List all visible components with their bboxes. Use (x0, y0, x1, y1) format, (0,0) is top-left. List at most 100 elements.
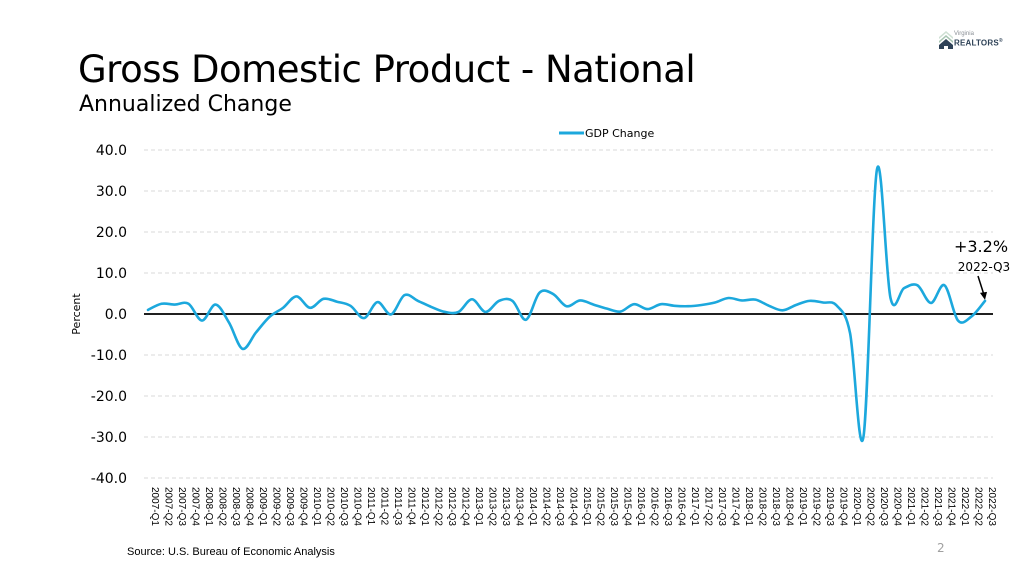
x-tick-label: 2009-Q4 (298, 487, 309, 526)
x-tick-label: 2011-Q4 (406, 487, 417, 526)
data-point-2009-Q4 (295, 295, 298, 298)
x-tick-label: 2015-Q3 (608, 487, 619, 526)
y-axis-label: Percent (70, 293, 83, 335)
x-tick-label: 2017-Q2 (703, 487, 714, 526)
data-point-2014-Q2 (538, 291, 541, 294)
x-tick-label: 2020-Q3 (878, 487, 889, 526)
logo-line2: REALTORS® (954, 38, 1003, 48)
data-point-2009-Q3 (282, 307, 285, 310)
x-tick-label: 2013-Q3 (500, 487, 511, 526)
x-tick-label: 2016-Q4 (676, 487, 687, 526)
data-point-2015-Q2 (592, 303, 595, 306)
data-point-2020-Q2 (862, 435, 865, 438)
data-point-2017-Q4 (727, 297, 730, 300)
data-point-2020-Q1 (849, 332, 852, 335)
x-tick-label: 2009-Q1 (257, 487, 268, 526)
source-note: Source: U.S. Bureau of Economic Analysis (127, 546, 335, 558)
x-tick-label: 2011-Q1 (365, 487, 376, 526)
data-point-2022-Q3 (984, 300, 987, 303)
x-tick-label: 2008-Q2 (217, 487, 228, 526)
x-tick-label: 2010-Q4 (352, 487, 363, 526)
annotation-period: 2022-Q3 (958, 260, 1010, 274)
x-tick-label: 2019-Q2 (811, 487, 822, 526)
data-point-2010-Q4 (349, 305, 352, 308)
data-point-2018-Q2 (754, 298, 757, 301)
data-point-2013-Q3 (498, 300, 501, 303)
data-point-2012-Q2 (430, 306, 433, 309)
y-tick-label: -20.0 (91, 389, 127, 405)
x-tick-label: 2011-Q2 (379, 487, 390, 526)
data-point-2009-Q2 (268, 316, 271, 319)
x-tick-label: 2007-Q4 (190, 487, 201, 526)
data-point-2014-Q4 (565, 305, 568, 308)
x-tick-label: 2018-Q2 (757, 487, 768, 526)
x-tick-label: 2012-Q1 (419, 487, 430, 526)
x-tick-label: 2020-Q1 (851, 487, 862, 526)
x-tick-label: 2013-Q2 (487, 487, 498, 526)
x-tick-label: 2021-Q4 (946, 487, 957, 526)
x-tick-label: 2016-Q3 (662, 487, 673, 526)
series-line-gdp-change (146, 165, 987, 442)
x-tick-label: 2020-Q4 (892, 487, 903, 526)
y-tick-label: 20.0 (96, 225, 127, 241)
legend: GDP Change (559, 127, 654, 140)
x-tick-label: 2018-Q4 (784, 487, 795, 526)
data-point-2007-Q2 (160, 302, 163, 305)
data-point-2014-Q1 (525, 318, 528, 321)
x-tick-label: 2016-Q2 (649, 487, 660, 526)
x-tick-label: 2008-Q1 (203, 487, 214, 526)
data-point-2009-Q1 (255, 331, 258, 334)
x-tick-label: 2017-Q1 (689, 487, 700, 526)
annotation-arrow (977, 275, 985, 296)
x-tick-label: 2019-Q4 (838, 487, 849, 526)
data-point-2021-Q2 (916, 284, 919, 287)
x-tick-label: 2014-Q4 (568, 487, 579, 526)
data-point-2016-Q1 (633, 303, 636, 306)
data-point-2008-Q3 (228, 321, 231, 324)
house-stack-icon (939, 31, 953, 49)
data-point-2012-Q1 (417, 300, 420, 303)
data-point-2021-Q1 (903, 287, 906, 290)
x-tick-label: 2014-Q2 (541, 487, 552, 526)
data-point-2010-Q2 (322, 298, 325, 301)
x-tick-label: 2013-Q4 (514, 487, 525, 526)
x-tick-label: 2022-Q3 (986, 487, 997, 526)
x-tick-label: 2010-Q1 (311, 487, 322, 526)
x-tick-label: 2013-Q1 (473, 487, 484, 526)
x-tick-label: 2020-Q2 (865, 487, 876, 526)
x-tick-label: 2016-Q1 (635, 487, 646, 526)
data-point-2022-Q2 (970, 315, 973, 318)
data-point-2011-Q4 (403, 294, 406, 297)
data-point-2020-Q3 (876, 168, 879, 171)
x-tick-label: 2007-Q1 (149, 487, 160, 526)
x-tick-label: 2015-Q4 (622, 487, 633, 526)
x-tick-label: 2018-Q3 (770, 487, 781, 526)
data-point-2011-Q3 (390, 313, 393, 316)
data-point-2007-Q4 (187, 302, 190, 305)
y-axis-ticks: 40.0 30.0 20.0 10.0 0.0 -10.0 -20.0 -30.0 -40.0 (91, 143, 127, 487)
x-tick-label: 2022-Q1 (959, 487, 970, 526)
y-tick-label: 30.0 (96, 184, 127, 200)
x-tick-label: 2009-Q2 (271, 487, 282, 526)
data-point-2022-Q1 (957, 319, 960, 322)
data-point-2015-Q4 (619, 310, 622, 313)
slide-subtitle: Annualized Change (79, 92, 292, 117)
data-point-2015-Q1 (579, 299, 582, 302)
data-point-2013-Q4 (511, 300, 514, 303)
x-tick-label: 2010-Q3 (338, 487, 349, 526)
x-tick-label: 2007-Q2 (163, 487, 174, 526)
x-tick-label: 2015-Q2 (595, 487, 606, 526)
y-tick-label: 0.0 (105, 307, 127, 323)
data-point-2010-Q3 (336, 300, 339, 303)
x-axis-ticks: 2007-Q1 2007-Q2 2007-Q3 2007-Q4 2008-Q1 2008-… (149, 487, 997, 526)
data-point-2017-Q1 (687, 305, 690, 308)
data-point-2018-Q4 (781, 309, 784, 312)
y-tick-label: -10.0 (91, 348, 127, 364)
data-point-2021-Q3 (930, 302, 933, 305)
x-tick-label: 2012-Q3 (446, 487, 457, 526)
annotation-value: +3.2% (954, 237, 1008, 256)
x-tick-label: 2018-Q1 (743, 487, 754, 526)
data-point-2019-Q2 (808, 300, 811, 303)
data-point-2008-Q2 (214, 303, 217, 306)
